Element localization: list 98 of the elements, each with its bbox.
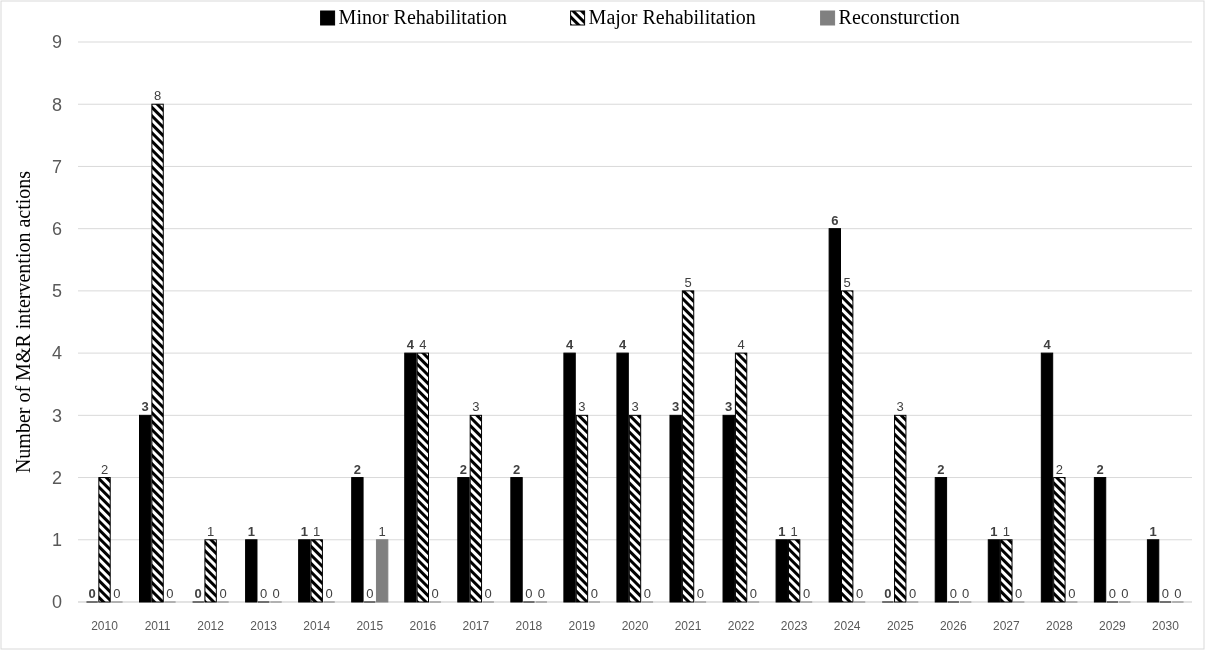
data-label: 1 [1002,523,1010,539]
data-label: 0 [696,586,705,601]
data-label: 2 [512,461,521,477]
data-label: 3 [472,399,480,415]
data-label: 0 [1174,586,1182,601]
data-label: 2 [100,461,109,477]
data-label: 4 [419,337,427,353]
data-label: 0 [537,586,545,601]
data-label: 0 [272,586,280,601]
x-tick-label: 2028 [1046,619,1074,633]
data-label: 2 [1096,461,1104,477]
x-tick-label: 2017 [462,619,490,633]
x-tick-label: 2022 [727,619,755,633]
data-label: 0 [166,586,174,601]
data-label: 0 [802,586,811,601]
data-label: 1 [247,523,255,539]
x-tick-label: 2011 [144,619,171,633]
y-axis-title: Number of M&R intervention actions [12,170,34,474]
data-label: 0 [260,586,268,601]
x-tick-label: 2025 [886,619,914,633]
data-label: 5 [843,274,851,290]
y-tick-label: 4 [51,343,62,364]
data-label: 0 [884,586,892,601]
x-tick-label: 2024 [833,619,861,633]
y-tick-label: 0 [51,592,62,613]
y-tick-label: 2 [51,467,62,488]
x-tick-label: 2016 [409,619,437,633]
data-label: 1 [313,523,321,539]
data-label: 0 [1121,586,1129,601]
data-label: 1 [990,523,998,539]
data-label: 0 [590,586,598,601]
y-tick-label: 3 [51,405,62,426]
data-label: 4 [565,337,574,353]
x-tick-label: 2030 [1152,619,1180,633]
x-tick-label: 2015 [356,619,384,633]
y-tick-label: 5 [51,281,62,302]
data-label: 3 [896,399,904,415]
data-label: 2 [353,461,361,477]
x-tick-label: 2012 [197,619,225,633]
x-tick-label: 2020 [621,619,649,633]
data-label: 0 [962,586,970,601]
data-label: 0 [525,586,533,601]
data-label: 0 [1161,586,1170,601]
data-label: 0 [909,586,917,601]
data-label: 2 [459,461,468,477]
data-label: 0 [88,586,96,601]
data-label: 4 [619,337,628,353]
data-label: 0 [431,586,439,601]
data-label: 1 [1149,523,1157,539]
x-tick-label: 2027 [992,619,1020,633]
data-label: 0 [194,586,202,601]
data-label: 0 [949,586,957,601]
y-tick-label: 9 [51,32,62,53]
data-label: 0 [113,586,121,601]
data-label: 0 [1068,586,1076,601]
data-label: 3 [578,399,586,415]
data-label: 6 [831,212,839,228]
data-label: 1 [300,523,308,539]
data-label: 0 [1015,586,1023,601]
x-tick-label: 2026 [939,619,967,633]
data-label: 5 [684,274,692,290]
x-tick-label: 2010 [91,619,119,633]
y-tick-label: 6 [51,218,62,239]
data-label: 1 [378,523,386,539]
y-tick-label: 7 [51,156,62,177]
data-label: 0 [643,586,651,601]
legend-label: Reconsturction [838,6,960,28]
y-tick-label: 8 [51,94,62,115]
data-label: 0 [366,586,374,601]
x-tick-label: 2013 [250,619,278,633]
data-label: 0 [749,586,758,601]
x-tick-label: 2021 [674,619,702,633]
data-label: 1 [778,523,786,539]
data-label: 1 [207,523,215,539]
data-label: 4 [406,337,415,353]
data-label: 3 [141,399,149,415]
x-tick-label: 2019 [568,619,596,633]
x-tick-label: 2014 [303,619,331,633]
data-label: 3 [725,399,733,415]
data-label: 0 [855,586,864,601]
y-tick-label: 1 [51,530,62,551]
data-label: 3 [631,399,639,415]
data-label: 0 [219,586,227,601]
data-label: 0 [325,586,333,601]
x-tick-label: 2018 [515,619,543,633]
data-label: 3 [672,399,680,415]
legend-label: Major Rehabilitation [588,6,756,29]
legend-label: Minor Rehabilitation [338,6,507,28]
data-label: 4 [1043,337,1052,353]
data-label: 0 [1108,586,1117,601]
data-label: 0 [484,586,492,601]
x-tick-label: 2029 [1099,619,1127,633]
data-label: 8 [153,88,162,104]
data-label: 2 [937,461,945,477]
data-label: 1 [790,523,798,539]
x-tick-label: 2023 [780,619,808,633]
data-label: 4 [737,337,745,353]
data-label: 2 [1055,461,1063,477]
